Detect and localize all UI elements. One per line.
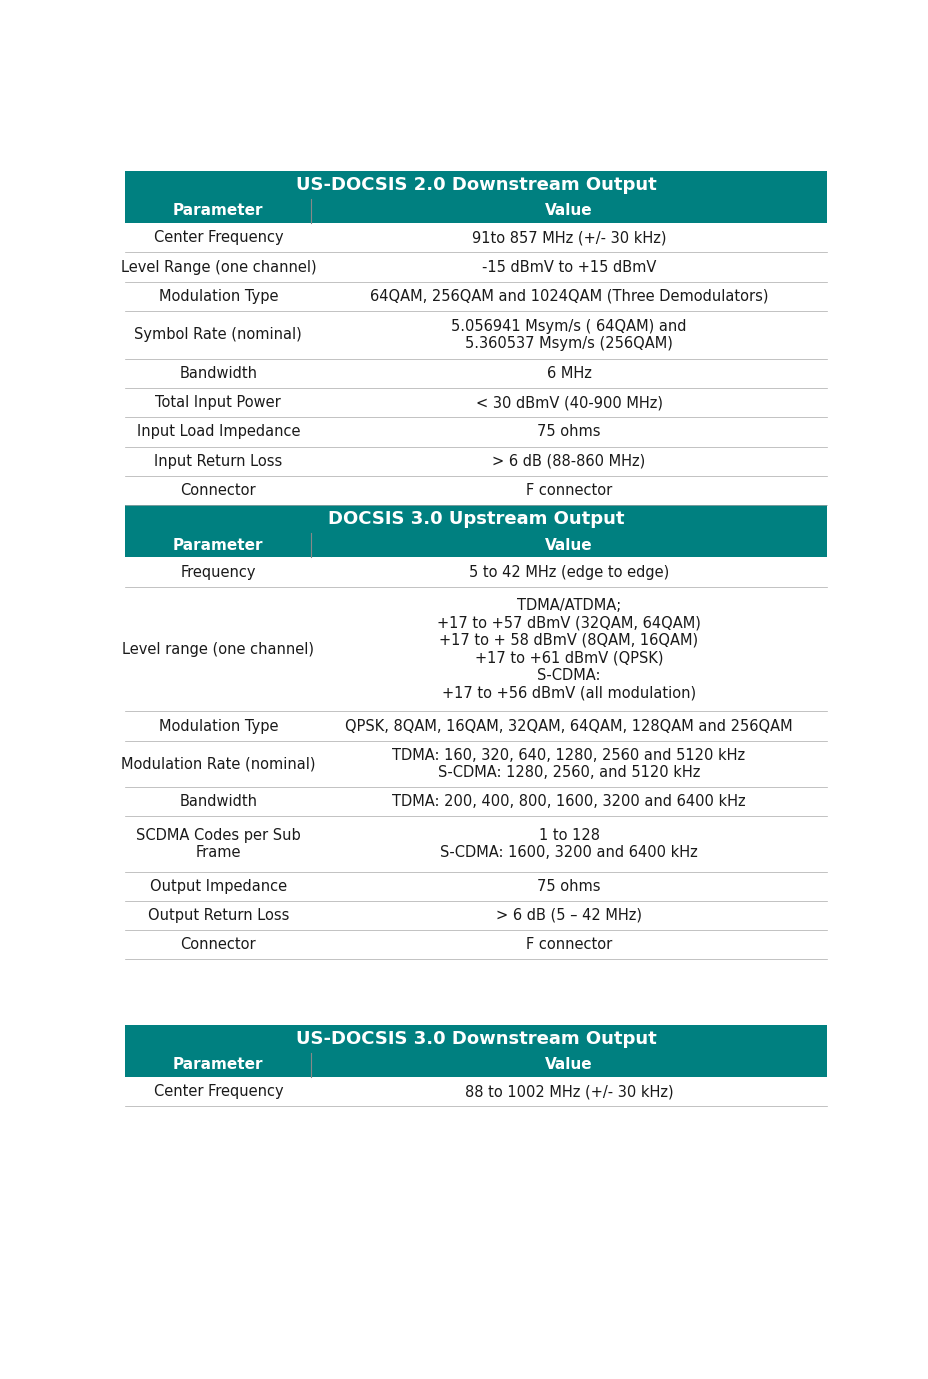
Text: Parameter: Parameter <box>173 538 264 553</box>
Text: 88 to 1002 MHz (+/- 30 kHz): 88 to 1002 MHz (+/- 30 kHz) <box>464 1084 673 1099</box>
Bar <box>125 872 826 900</box>
Text: Modulation Type: Modulation Type <box>159 288 277 303</box>
Text: 64QAM, 256QAM and 1024QAM (Three Demodulators): 64QAM, 256QAM and 1024QAM (Three Demodul… <box>369 288 767 303</box>
Text: Output Return Loss: Output Return Loss <box>148 907 289 923</box>
Text: 75 ohms: 75 ohms <box>536 878 600 894</box>
Text: > 6 dB (5 – 42 MHz): > 6 dB (5 – 42 MHz) <box>496 907 641 923</box>
Bar <box>125 476 826 505</box>
Text: Input Return Loss: Input Return Loss <box>154 454 282 469</box>
Text: SCDMA Codes per Sub
Frame: SCDMA Codes per Sub Frame <box>135 827 301 860</box>
Bar <box>125 557 826 586</box>
Text: TDMA: 160, 320, 640, 1280, 2560 and 5120 kHz
S-CDMA: 1280, 2560, and 5120 kHz: TDMA: 160, 320, 640, 1280, 2560 and 5120… <box>392 747 745 781</box>
Text: 5.056941 Msym/s ( 64QAM) and
5.360537 Msym/s (256QAM): 5.056941 Msym/s ( 64QAM) and 5.360537 Ms… <box>451 319 686 352</box>
Bar <box>125 447 826 476</box>
Bar <box>125 171 826 199</box>
Text: 75 ohms: 75 ohms <box>536 425 600 440</box>
Text: Input Load Impedance: Input Load Impedance <box>136 425 300 440</box>
Text: US-DOCSIS 3.0 Downstream Output: US-DOCSIS 3.0 Downstream Output <box>295 1030 656 1048</box>
Bar <box>125 586 826 712</box>
Text: -15 dBmV to +15 dBmV: -15 dBmV to +15 dBmV <box>482 259 655 274</box>
Text: Bandwidth: Bandwidth <box>179 365 257 381</box>
Text: Modulation Rate (nominal): Modulation Rate (nominal) <box>121 756 316 771</box>
Bar <box>125 312 826 359</box>
Bar <box>125 223 826 252</box>
Text: Modulation Type: Modulation Type <box>159 718 277 734</box>
Text: TDMA: 200, 400, 800, 1600, 3200 and 6400 kHz: TDMA: 200, 400, 800, 1600, 3200 and 6400… <box>392 794 745 809</box>
Bar <box>125 816 826 872</box>
Text: Parameter: Parameter <box>173 204 264 218</box>
Text: Parameter: Parameter <box>173 1058 264 1073</box>
Text: Symbol Rate (nominal): Symbol Rate (nominal) <box>135 327 302 342</box>
Bar <box>125 505 826 532</box>
Text: 1 to 128
S-CDMA: 1600, 3200 and 6400 kHz: 1 to 128 S-CDMA: 1600, 3200 and 6400 kHz <box>440 827 697 860</box>
Text: 91to 857 MHz (+/- 30 kHz): 91to 857 MHz (+/- 30 kHz) <box>471 230 665 245</box>
Text: F connector: F connector <box>525 483 612 498</box>
Text: Value: Value <box>545 1058 592 1073</box>
Text: Bandwidth: Bandwidth <box>179 794 257 809</box>
Bar <box>125 199 826 223</box>
Text: Value: Value <box>545 204 592 218</box>
Text: Total Input Power: Total Input Power <box>155 396 281 410</box>
Bar <box>125 712 826 741</box>
Text: 5 to 42 MHz (edge to edge): 5 to 42 MHz (edge to edge) <box>469 564 668 579</box>
Text: TDMA/ATDMA;
+17 to +57 dBmV (32QAM, 64QAM)
+17 to + 58 dBmV (8QAM, 16QAM)
+17 to: TDMA/ATDMA; +17 to +57 dBmV (32QAM, 64QA… <box>437 598 701 701</box>
Bar <box>125 787 826 816</box>
Text: 6 MHz: 6 MHz <box>546 365 591 381</box>
Bar <box>125 900 826 929</box>
Text: DOCSIS 3.0 Upstream Output: DOCSIS 3.0 Upstream Output <box>328 510 624 528</box>
Text: Center Frequency: Center Frequency <box>153 1084 283 1099</box>
Text: QPSK, 8QAM, 16QAM, 32QAM, 64QAM, 128QAM and 256QAM: QPSK, 8QAM, 16QAM, 32QAM, 64QAM, 128QAM … <box>345 718 792 734</box>
Text: Level Range (one channel): Level Range (one channel) <box>121 259 316 274</box>
Bar <box>125 532 826 557</box>
Bar <box>125 1052 826 1077</box>
Text: Connector: Connector <box>180 938 256 953</box>
Text: Connector: Connector <box>180 483 256 498</box>
Text: US-DOCSIS 2.0 Downstream Output: US-DOCSIS 2.0 Downstream Output <box>295 175 656 193</box>
Bar <box>125 929 826 960</box>
Bar <box>125 1025 826 1052</box>
Text: < 30 dBmV (40-900 MHz): < 30 dBmV (40-900 MHz) <box>475 396 662 410</box>
Bar <box>125 252 826 281</box>
Text: Value: Value <box>545 538 592 553</box>
Bar <box>125 281 826 312</box>
Bar <box>125 359 826 387</box>
Bar <box>125 387 826 418</box>
Bar <box>125 1077 826 1106</box>
Text: F connector: F connector <box>525 938 612 953</box>
Text: Level range (one channel): Level range (one channel) <box>122 641 314 656</box>
Text: Output Impedance: Output Impedance <box>149 878 287 894</box>
Text: Center Frequency: Center Frequency <box>153 230 283 245</box>
Bar <box>125 418 826 447</box>
Text: > 6 dB (88-860 MHz): > 6 dB (88-860 MHz) <box>492 454 645 469</box>
Text: Frequency: Frequency <box>180 564 256 579</box>
Bar <box>125 741 826 787</box>
